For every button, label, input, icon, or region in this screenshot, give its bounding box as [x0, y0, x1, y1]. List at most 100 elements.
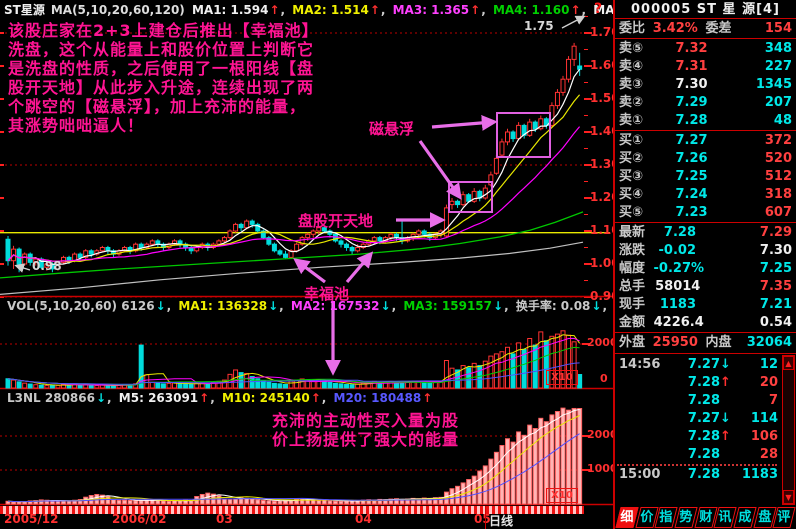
annotation-line: 其涨势咄咄逼人！	[8, 116, 145, 135]
date-label: 03	[216, 512, 233, 526]
panel-tabs: 细价指势财讯成盘评	[615, 507, 796, 528]
tick-volume: 20	[759, 375, 778, 390]
date-scrollbar-stripe[interactable]	[0, 506, 584, 514]
tick-row: 7.28 ↑ 106	[615, 428, 796, 446]
indicator-item: M5: 263091↑,	[115, 391, 215, 405]
scrollbar[interactable]: ▲ ▼	[782, 355, 795, 505]
level-label: 卖②	[619, 95, 644, 110]
no-arrow	[720, 392, 734, 410]
up-arrow-icon: ↑	[199, 391, 210, 405]
indicator-item: MA3: 1.365↑,	[388, 3, 486, 17]
tab-label: 评	[777, 510, 791, 525]
candlestick-chart[interactable]	[0, 0, 613, 529]
info-value: 4226.4	[653, 315, 704, 330]
annotation-cixuanfu-label: 磁悬浮	[369, 120, 415, 138]
help-icon[interactable]: ?	[594, 1, 603, 17]
info-row: 金额 4226.4 量比 0.54	[615, 314, 796, 332]
divider	[615, 222, 796, 223]
indicator-value: 6126	[121, 299, 155, 313]
ask-row: 卖① 7.28 48	[615, 112, 796, 130]
indicator-label: M20:	[329, 391, 372, 405]
volume-axis-0: 0	[600, 372, 608, 385]
indicator-item: 换手率: 0.08↓,	[512, 299, 607, 313]
weibi-row: 委比 3.42% 委差 154	[615, 20, 796, 38]
annotation-volume-text: 充沛的主动性买入量为股 价上扬提供了强大的能量	[272, 411, 459, 449]
level-volume: 318	[764, 187, 792, 202]
indicator-label: MA2:	[286, 299, 330, 313]
level-price: 7.25	[675, 169, 708, 184]
indicator-label: MA2:	[288, 3, 331, 17]
info-label: 最高	[708, 279, 735, 294]
tick-price: 7.28	[687, 467, 720, 482]
stock-title: 000005 ST 星 源[4]	[615, 0, 796, 19]
tab-label: 价	[640, 510, 654, 525]
indicator-label: MA1:	[174, 299, 217, 313]
date-label: 04	[355, 512, 372, 526]
separator: ,	[279, 299, 284, 313]
indicator-value: 167532	[329, 299, 380, 313]
tick-time: 15:00	[619, 467, 661, 482]
annotation-line: 洗盘，这个从能量上和股价位置上判断它	[8, 40, 315, 59]
price-axis-label: 1.20	[590, 190, 620, 204]
panel-tab-势[interactable]: 势	[674, 507, 698, 528]
level-price: 7.23	[675, 205, 708, 220]
panel-tab-细[interactable]: 细	[615, 507, 639, 528]
separator: ,	[481, 3, 486, 17]
indicator-label: M5:	[114, 391, 149, 405]
neipan-value: 32064	[746, 335, 792, 350]
level-price: 7.32	[675, 41, 708, 56]
separator: ,	[107, 391, 112, 405]
date-label: 2005/12	[4, 512, 59, 526]
no-arrow	[720, 446, 734, 464]
indicator-label: L3NL	[7, 391, 45, 405]
info-row: 现手 1183 最低 7.21	[615, 296, 796, 314]
level-price: 7.29	[675, 95, 708, 110]
indicator-value: 1.594	[230, 3, 269, 17]
tick-volume: 12	[759, 357, 778, 372]
neipan-label: 内盘	[705, 335, 732, 350]
tick-row: 14:56 7.27 ↓ 12	[615, 356, 796, 374]
tab-label: 成	[738, 510, 752, 525]
tick-price: 7.28	[687, 393, 720, 408]
down-arrow-icon: ↓	[493, 299, 504, 313]
indicator-item: MA2: 1.514↑,	[288, 3, 385, 17]
panel-tab-成[interactable]: 成	[733, 507, 757, 528]
indicator-value: 180488	[371, 391, 422, 405]
separator: ,	[391, 299, 397, 313]
indicator-item: MA3: 159157↓,	[399, 299, 508, 313]
annotation-xingfuchi-label: 幸福池	[304, 285, 350, 303]
down-arrow-icon: ↓	[380, 299, 391, 313]
annotation-line: 是洗盘的性质，之后使用了一根阳线【盘	[8, 59, 315, 78]
bid-row: 买③ 7.25 512	[615, 168, 796, 186]
level-volume: 348	[764, 41, 792, 56]
indicator-value: 280866	[44, 391, 95, 405]
indicator-item: MA2: 167532↓,	[287, 299, 396, 313]
level-price: 7.30	[675, 77, 708, 92]
down-arrow-icon: ↓	[720, 411, 731, 426]
quote-panel: 000005 ST 星 源[4] 委比 3.42% 委差 154 卖⑤ 7.32 3…	[613, 0, 796, 529]
ask-row: 卖③ 7.30 1345	[615, 76, 796, 94]
info-label: 均价	[704, 225, 731, 240]
indicator-value: 1.365	[431, 3, 470, 17]
price-axis-label: 1.10	[590, 223, 620, 237]
up-arrow-icon: ↑	[422, 391, 433, 405]
separator: ,	[166, 299, 172, 313]
up-arrow-icon: ↑	[470, 3, 481, 17]
info-row: 总手 58014 最高 7.35	[615, 278, 796, 296]
up-arrow-icon: ↑	[310, 391, 321, 405]
level-label: 买①	[619, 133, 644, 148]
scroll-up-arrow[interactable]: ▲	[783, 356, 794, 370]
info-label: 最新	[619, 225, 646, 240]
indicator-label: M10:	[217, 391, 260, 405]
info-value: 7.29	[759, 225, 792, 240]
separator: ,	[321, 391, 327, 405]
info-label: 幅度	[619, 261, 646, 276]
level-label: 买③	[619, 169, 644, 184]
scroll-down-arrow[interactable]: ▼	[783, 490, 794, 504]
panel-tab-评[interactable]: 评	[772, 507, 796, 528]
tick-time	[619, 374, 665, 392]
level-volume: 512	[764, 169, 792, 184]
ask-row: 卖② 7.29 207	[615, 94, 796, 112]
tab-label: 盘	[758, 510, 772, 525]
period-label: 日线	[489, 514, 514, 528]
